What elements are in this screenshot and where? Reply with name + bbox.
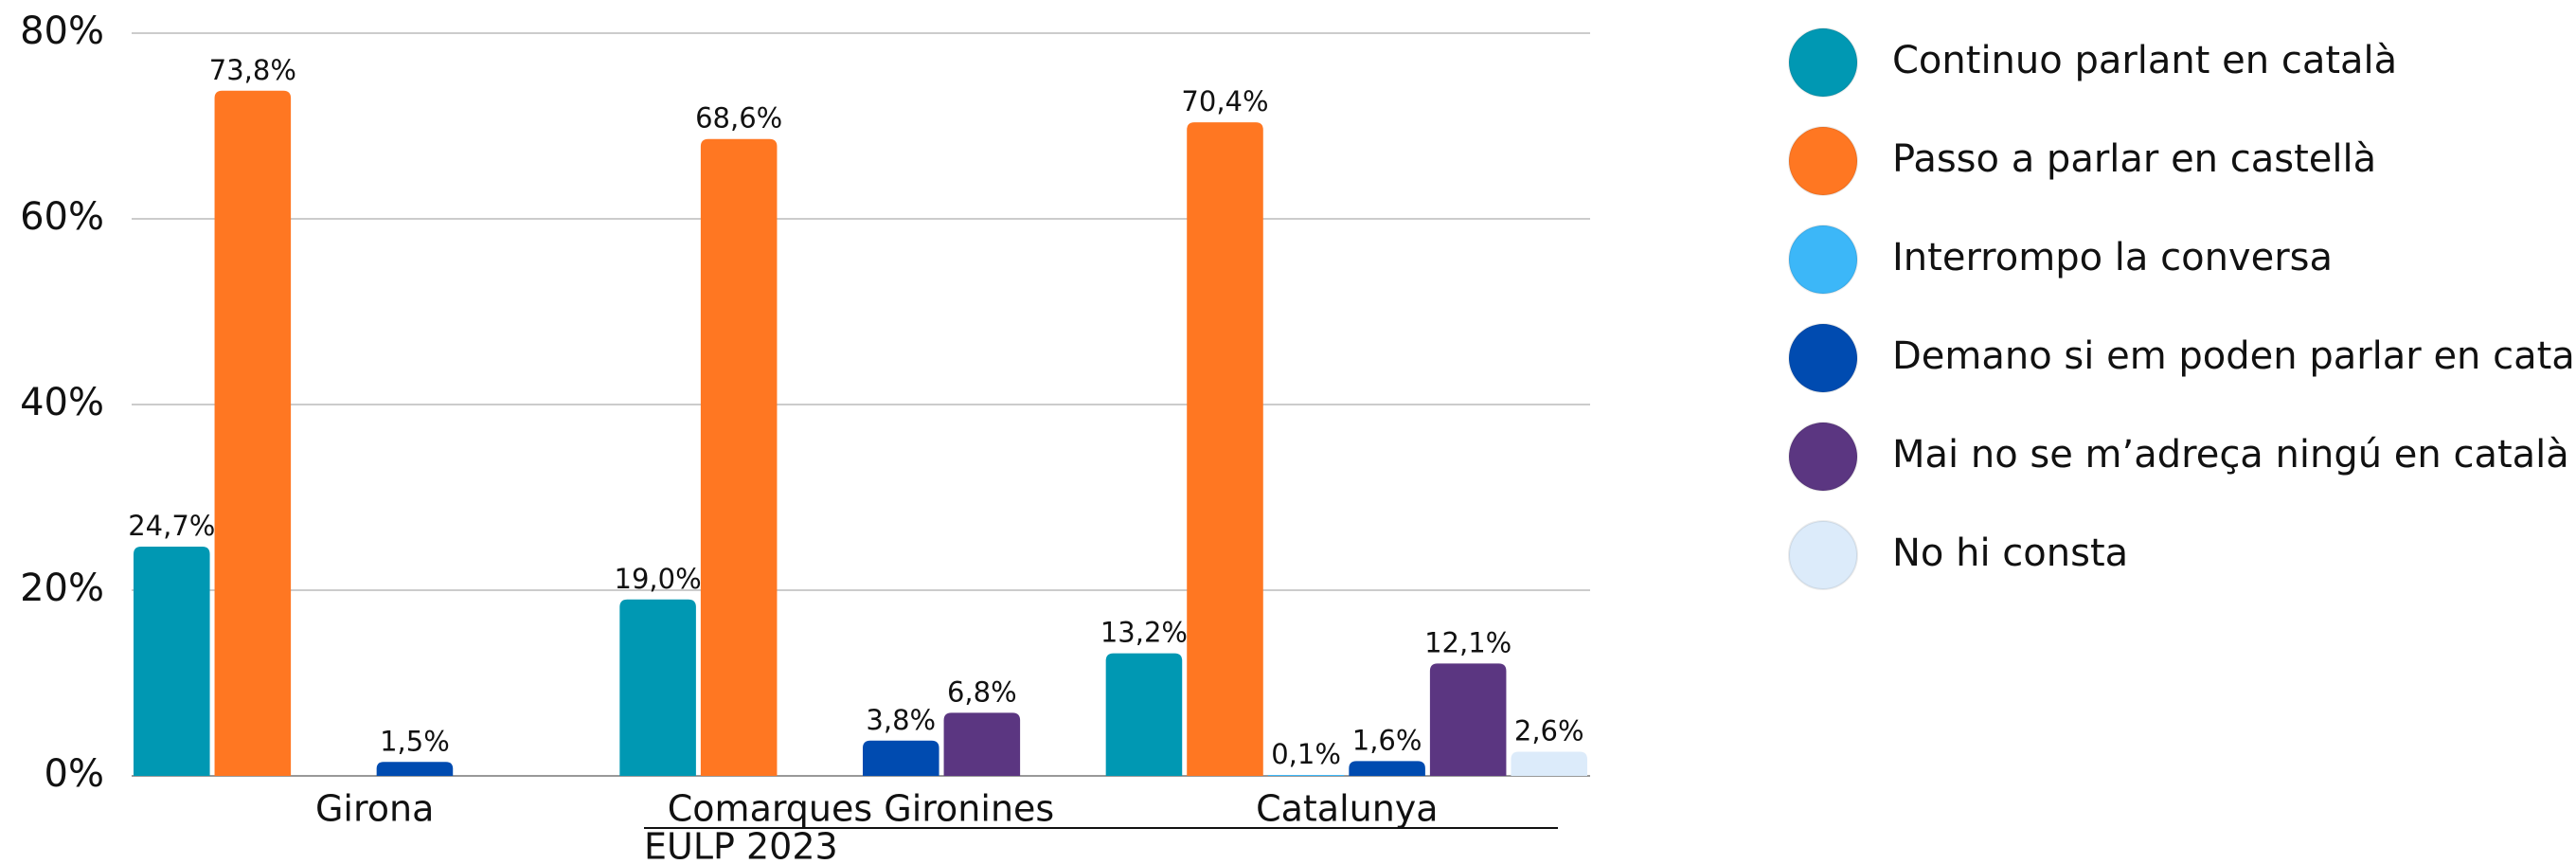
value-label: 0,1%: [1271, 738, 1341, 770]
y-tick-label: 60%: [20, 195, 104, 239]
bar: [134, 546, 210, 776]
bar: [1349, 761, 1425, 776]
value-label: 24,7%: [128, 510, 215, 542]
x-tick-label: Girona: [315, 788, 434, 830]
value-label: 19,0%: [615, 563, 702, 595]
legend-label: Demano si em poden parlar en català: [1892, 334, 2576, 378]
value-label: 68,6%: [695, 102, 782, 135]
bar: [700, 138, 778, 777]
bar: [1267, 775, 1345, 776]
legend-label: No hi consta: [1892, 531, 2128, 575]
legend-label: Passo a parlar en castellà: [1892, 137, 2376, 181]
y-tick-label: 80%: [20, 9, 104, 53]
x-tick-label: Catalunya: [1256, 788, 1439, 830]
x-tick-label: Comarques Gironines: [668, 788, 1054, 830]
bar: [943, 712, 1021, 776]
bar: [1187, 122, 1263, 776]
y-tick-label: 40%: [20, 381, 104, 424]
bar: [863, 740, 939, 776]
bar: [1429, 663, 1507, 776]
value-label: 6,8%: [947, 675, 1017, 708]
bar: [214, 90, 292, 776]
legend-swatch: [1788, 323, 1858, 393]
value-label: 70,4%: [1181, 85, 1268, 117]
legend-swatch: [1788, 225, 1858, 295]
bar: [1105, 653, 1183, 776]
legend-swatch: [1788, 27, 1858, 98]
value-label: 1,5%: [380, 725, 450, 757]
value-label: 1,6%: [1352, 724, 1422, 756]
value-label: 3,8%: [866, 704, 936, 736]
legend-swatch: [1788, 520, 1858, 590]
value-label: 13,2%: [1100, 617, 1188, 649]
legend-swatch: [1788, 126, 1858, 196]
source: EULP 2023: [644, 826, 838, 864]
bar: [619, 599, 696, 776]
bar: [1511, 751, 1587, 776]
value-label: 73,8%: [209, 54, 296, 86]
legend-label: Mai no se m’adreça ningú en català: [1892, 433, 2569, 477]
value-label: 12,1%: [1424, 626, 1512, 658]
bar: [376, 762, 454, 776]
legend-label: Interrompo la conversa: [1892, 236, 2333, 279]
value-label: 2,6%: [1514, 715, 1584, 747]
y-tick-label: 20%: [20, 567, 104, 610]
legend-label: Continuo parlant en català: [1892, 39, 2397, 82]
y-tick-label: 0%: [45, 752, 104, 796]
legend-swatch: [1788, 422, 1858, 492]
